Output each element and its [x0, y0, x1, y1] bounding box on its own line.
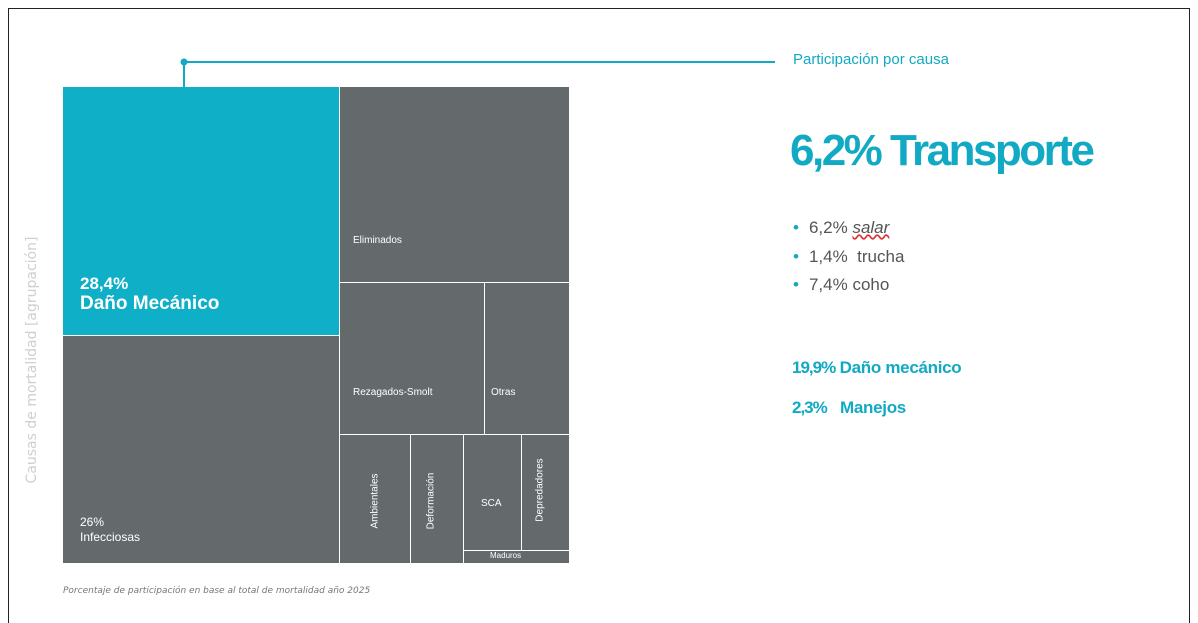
tile-label: Ambientales: [369, 473, 381, 529]
tile-label: Infecciosas: [80, 530, 141, 544]
bullet-label: coho: [852, 275, 890, 294]
tile-label: Depredadores: [534, 458, 546, 522]
tile: 26% Infecciosas: [63, 336, 339, 563]
bullet-value: 1,4%: [808, 247, 848, 266]
bullet-value: 6,2%: [808, 218, 848, 237]
callout-connector: [183, 61, 775, 87]
tile-label: Deformación: [425, 472, 437, 530]
footnote: Porcentaje de participación en base al t…: [63, 586, 371, 596]
tile-label: Daño Mecánico: [80, 293, 220, 314]
highlight-value: 19,9%: [792, 358, 836, 377]
bullet: 7,4% coho: [793, 275, 889, 295]
callout-label: Participación por causa: [793, 51, 949, 68]
tile: Maduros: [464, 551, 569, 563]
tile: Ambientales: [340, 435, 410, 563]
highlight: 19,9% Daño mecánico: [792, 358, 962, 378]
highlight: 2,3% Manejos: [792, 398, 906, 418]
highlight-value: 2,3%: [792, 398, 828, 417]
tile: Eliminados: [340, 87, 569, 282]
frame: [8, 8, 1190, 623]
highlight-label: Daño mecánico: [839, 358, 962, 377]
headline-label: Transporte: [890, 126, 1095, 175]
highlight-label: Manejos: [840, 398, 906, 417]
bullet: 6,2% salar: [793, 218, 889, 238]
bullet-label: salar: [852, 218, 890, 237]
tile: Rezagados-Smolt: [340, 283, 484, 434]
tile-label: Rezagados-Smolt: [353, 387, 433, 398]
axis-label: Causas de mortalidad [agrupación]: [24, 236, 40, 484]
bullet: 1,4% trucha: [793, 247, 904, 267]
tile: 28,4% Daño Mecánico: [63, 87, 339, 335]
tile: Depredadores: [522, 435, 569, 550]
tile-label: SCA: [481, 498, 502, 509]
tile: Otras: [485, 283, 569, 434]
bullet-value: 7,4%: [808, 275, 848, 294]
tile-value: 26%: [80, 515, 105, 529]
tile-label: Maduros: [490, 551, 522, 560]
tile-label: Eliminados: [353, 235, 402, 246]
tile: SCA: [464, 435, 521, 550]
headline: 6,2% Transporte: [790, 126, 1095, 176]
tile-value: 28,4%: [80, 274, 129, 293]
bullet-label: trucha: [857, 247, 905, 266]
tile-label: Otras: [491, 387, 516, 398]
headline-value: 6,2%: [790, 126, 883, 175]
tile: Deformación: [411, 435, 463, 563]
